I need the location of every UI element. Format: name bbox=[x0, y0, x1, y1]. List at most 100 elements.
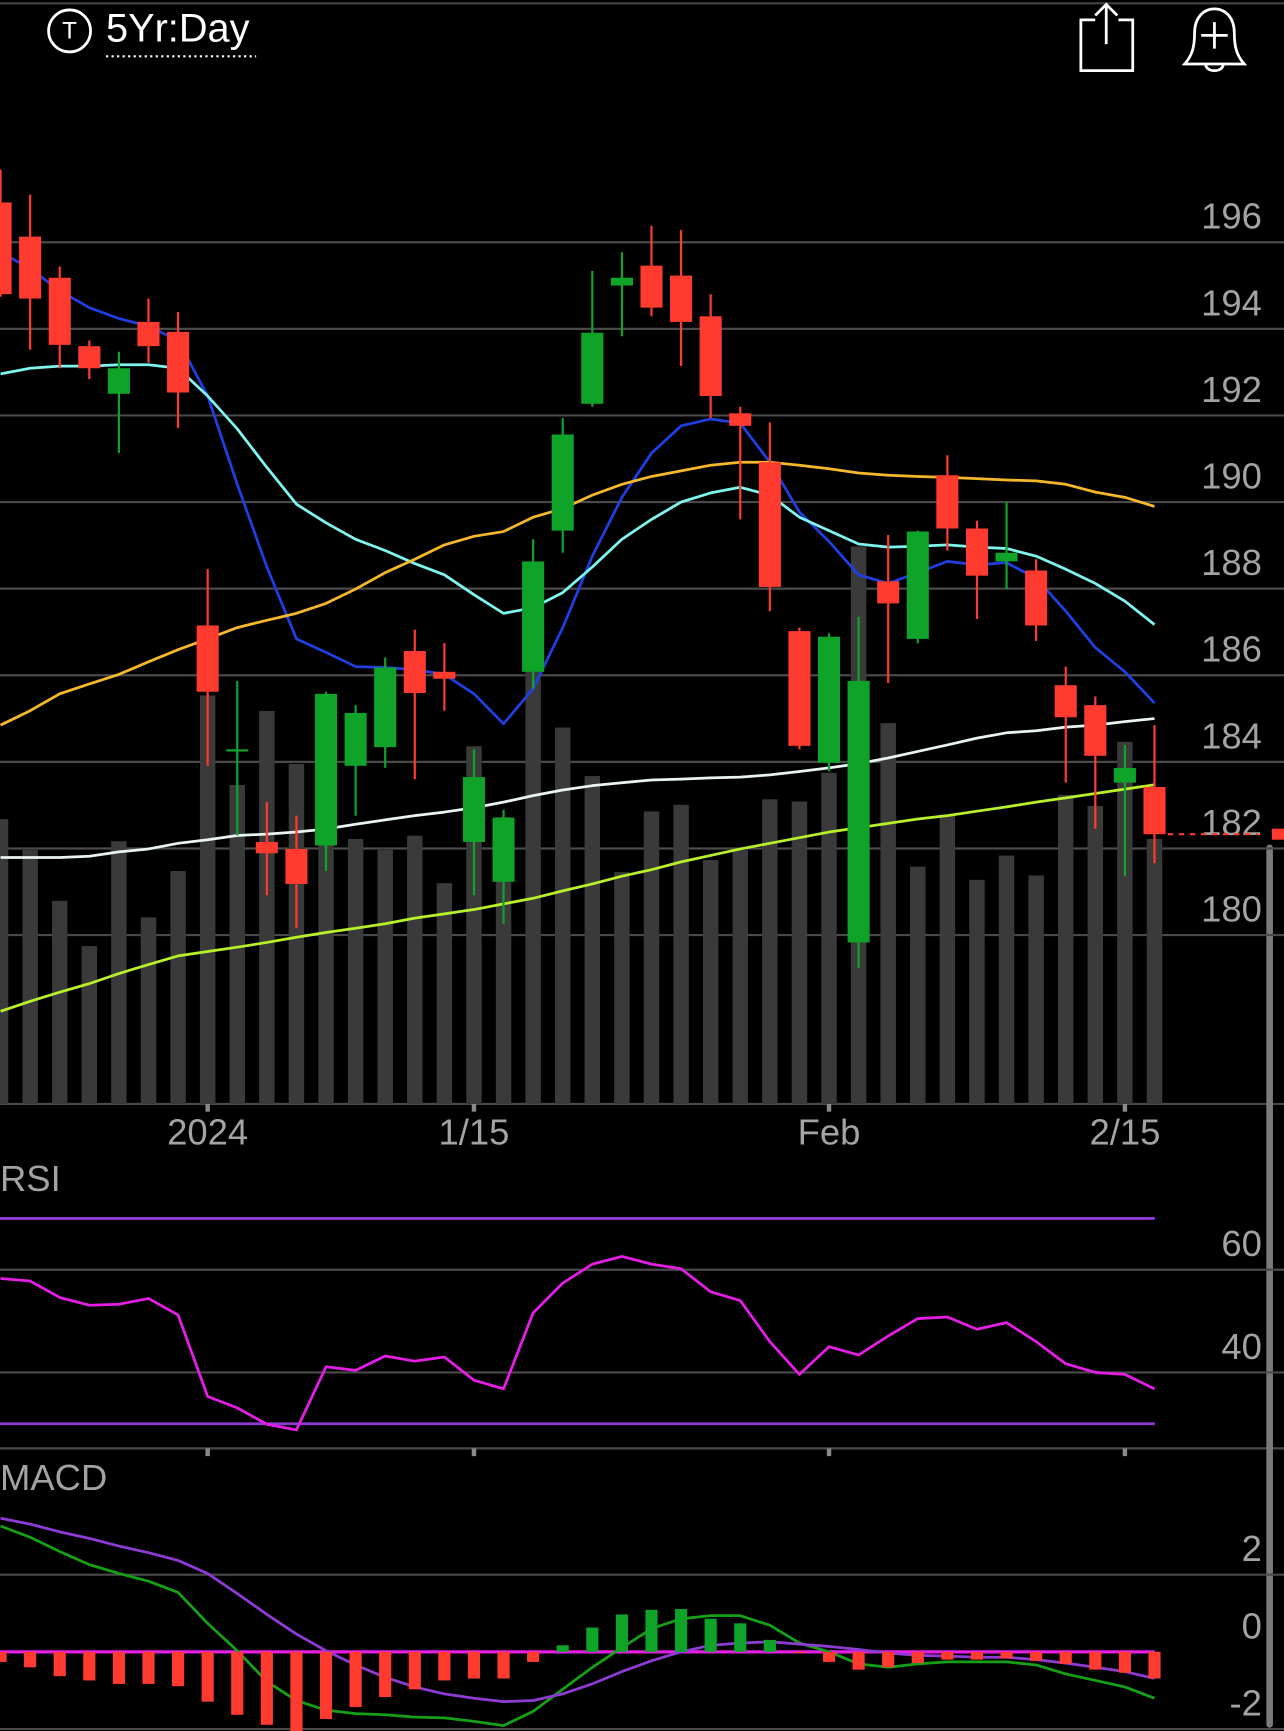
bell bbox=[1181, 7, 1248, 66]
candle-body bbox=[877, 581, 900, 604]
histogram-bar bbox=[882, 1651, 895, 1668]
y-tick-label: 196 bbox=[1201, 196, 1262, 237]
candle-body bbox=[344, 712, 367, 766]
y-tick-label: 182 bbox=[1201, 802, 1262, 843]
moving-averages bbox=[0, 251, 1156, 1013]
histogram-bar bbox=[1118, 1651, 1131, 1673]
histogram-bar bbox=[822, 1651, 836, 1662]
scrollbar[interactable] bbox=[1266, 844, 1273, 1728]
macd-title: MACD bbox=[0, 1457, 107, 1498]
volume-bar bbox=[673, 804, 689, 1104]
candle-body bbox=[551, 434, 574, 531]
candle-body bbox=[1143, 786, 1166, 835]
histogram-bar bbox=[1059, 1651, 1072, 1664]
candle-body bbox=[522, 561, 545, 672]
volume-bar bbox=[52, 900, 68, 1104]
histogram-bar bbox=[379, 1651, 392, 1698]
volume-bar bbox=[170, 871, 186, 1104]
candle-body bbox=[1113, 767, 1136, 783]
candle-body bbox=[788, 631, 811, 746]
y-tick-label: 190 bbox=[1201, 456, 1262, 497]
histogram-bar bbox=[970, 1651, 984, 1660]
candle-body bbox=[107, 368, 130, 394]
line bbox=[0, 251, 1156, 726]
candle-body bbox=[906, 531, 929, 639]
price-panel: 180 182 184 186 188 190 192 194 196 bbox=[0, 196, 1284, 937]
histogram-bar bbox=[24, 1651, 37, 1668]
volume-bar bbox=[140, 917, 157, 1104]
candle-body bbox=[1025, 570, 1048, 626]
y-tick-label: 186 bbox=[1201, 629, 1262, 670]
histogram-bar bbox=[645, 1609, 658, 1652]
histogram-bar bbox=[319, 1651, 333, 1720]
histogram-bar bbox=[142, 1651, 155, 1684]
y-tick-label: 60 bbox=[1221, 1223, 1262, 1264]
candle-body bbox=[581, 332, 604, 404]
volume-bar bbox=[1028, 875, 1044, 1104]
candle-body bbox=[847, 680, 870, 943]
volume-bar bbox=[969, 879, 985, 1104]
candle-body bbox=[433, 671, 456, 679]
histogram-bar bbox=[734, 1623, 747, 1652]
candle-body bbox=[226, 749, 249, 752]
alert-button[interactable] bbox=[1181, 7, 1248, 73]
x-tick-label: 1/15 bbox=[439, 1111, 510, 1152]
volume-bar bbox=[555, 727, 571, 1104]
candle-body bbox=[167, 331, 190, 393]
volume-bar bbox=[229, 784, 245, 1104]
volume-bar bbox=[81, 946, 98, 1104]
volume-bar bbox=[436, 883, 453, 1104]
candle-body bbox=[1054, 685, 1077, 718]
histogram-bar bbox=[1000, 1651, 1013, 1659]
histogram-bar bbox=[349, 1651, 362, 1708]
volume-bar bbox=[584, 776, 601, 1104]
candle-body bbox=[729, 413, 752, 426]
bell-clapper bbox=[1204, 63, 1225, 73]
histogram-bar bbox=[852, 1651, 865, 1670]
range-selector[interactable]: 5Yr:Day bbox=[106, 6, 250, 50]
histogram-bar bbox=[438, 1651, 451, 1681]
histogram-bar bbox=[290, 1651, 303, 1731]
x-tick-label: Feb bbox=[798, 1111, 861, 1152]
volume-bar bbox=[0, 819, 9, 1104]
y-tick-label: -2 bbox=[1230, 1683, 1262, 1724]
macd-panel: 2 0 -2 bbox=[0, 1516, 1284, 1731]
x-tick-label: 2/15 bbox=[1089, 1111, 1160, 1152]
histogram-bar bbox=[763, 1639, 776, 1652]
candle-body bbox=[285, 848, 308, 884]
candle-body bbox=[78, 346, 101, 369]
histogram-bar bbox=[941, 1651, 954, 1660]
histogram-bar bbox=[556, 1645, 569, 1652]
share-button[interactable] bbox=[1079, 2, 1135, 73]
volume-bar bbox=[525, 665, 541, 1104]
histogram-bar bbox=[112, 1651, 125, 1684]
candle-body bbox=[610, 277, 633, 286]
candle-body bbox=[492, 817, 515, 882]
volume-bar bbox=[199, 695, 216, 1104]
line bbox=[0, 363, 1156, 626]
histogram-bar bbox=[408, 1651, 421, 1690]
x-tick-label: 2024 bbox=[167, 1111, 248, 1152]
y-tick-label: 40 bbox=[1221, 1326, 1262, 1367]
candle-body bbox=[0, 202, 12, 295]
histogram-bar bbox=[172, 1651, 185, 1687]
symbol-icon[interactable]: T bbox=[47, 8, 92, 54]
line bbox=[0, 1516, 1155, 1704]
candle-body bbox=[1084, 705, 1107, 756]
volume-bar bbox=[643, 811, 660, 1104]
histogram-bar bbox=[467, 1651, 481, 1679]
candle-body bbox=[640, 265, 663, 308]
candle-body bbox=[670, 275, 693, 322]
candle-body bbox=[196, 625, 219, 692]
line bbox=[0, 783, 1155, 1013]
volume-bar bbox=[702, 859, 719, 1104]
line bbox=[0, 717, 1155, 859]
share-arrow bbox=[1094, 2, 1119, 45]
histogram-bar bbox=[83, 1651, 96, 1681]
histogram-bar bbox=[675, 1609, 688, 1652]
y-tick-label: 184 bbox=[1201, 715, 1262, 756]
volume-bar bbox=[259, 710, 275, 1104]
histogram-bar bbox=[0, 1651, 7, 1662]
line bbox=[0, 1524, 1155, 1727]
